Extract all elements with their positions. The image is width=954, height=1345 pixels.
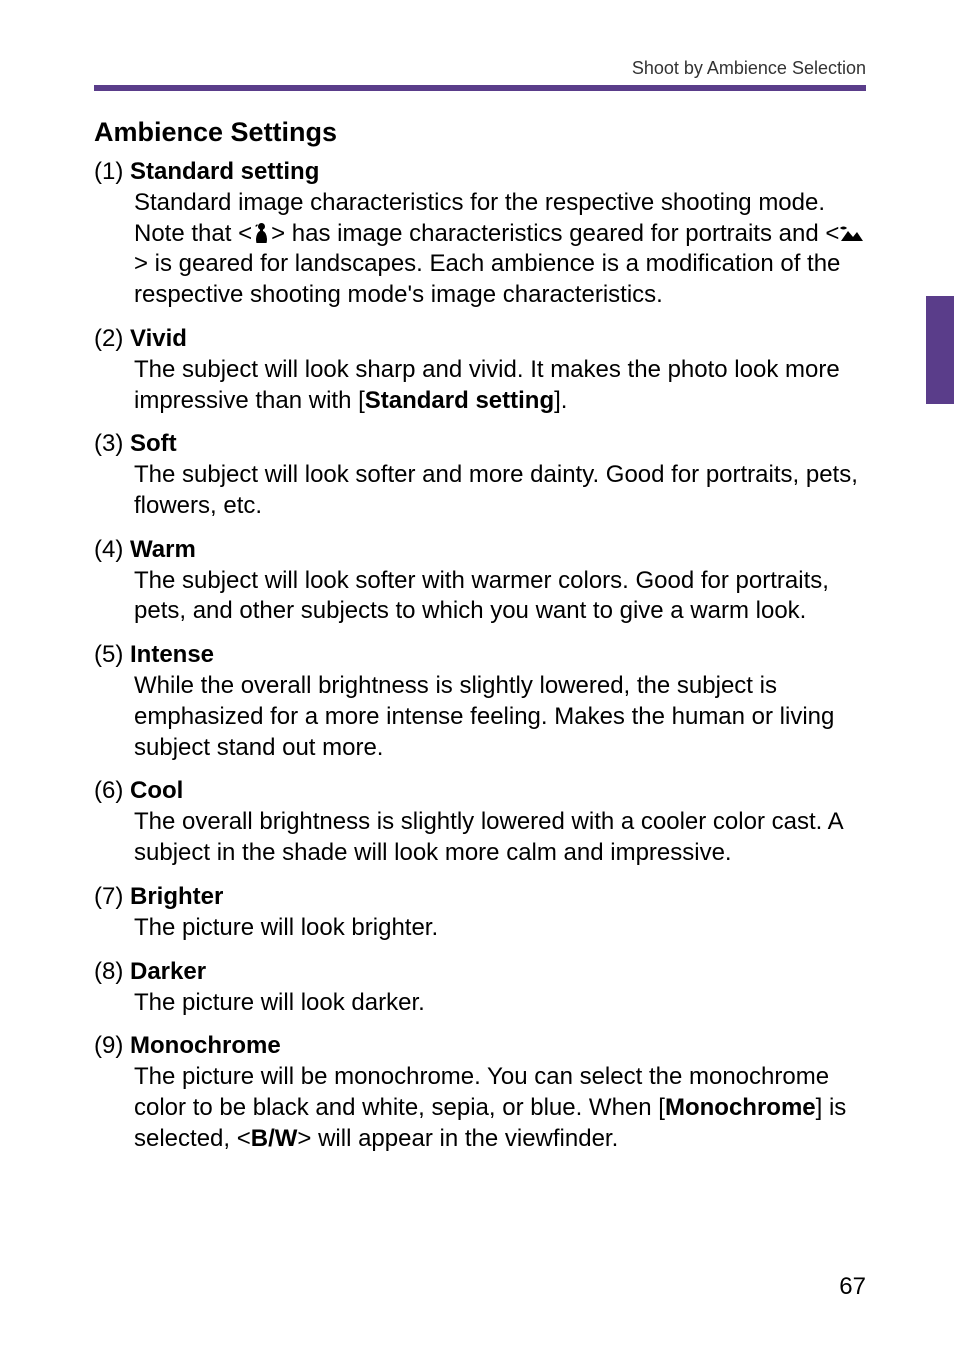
item-number: (5) (94, 641, 130, 668)
item-name: Warm (130, 536, 196, 563)
list-item: (4) WarmThe subject will look softer wit… (94, 536, 866, 627)
item-number: (8) (94, 958, 130, 985)
item-number: (3) (94, 430, 130, 457)
item-name: Monochrome (130, 1032, 281, 1059)
list-item: (8) DarkerThe picture will look darker. (94, 958, 866, 1019)
item-name: Brighter (130, 883, 223, 910)
item-header: (7) Brighter (94, 883, 866, 911)
item-body: The overall brightness is slightly lower… (94, 807, 866, 868)
list-item: (7) BrighterThe picture will look bright… (94, 883, 866, 944)
item-name: Standard setting (130, 158, 319, 185)
item-body: The subject will look sharp and vivid. I… (94, 355, 866, 416)
section-title: Ambience Settings (94, 117, 866, 148)
item-number: (9) (94, 1032, 130, 1059)
header-divider (94, 85, 866, 91)
page-number: 67 (839, 1273, 866, 1301)
item-name: Soft (130, 430, 177, 457)
items-list: (1) Standard settingStandard image chara… (94, 158, 866, 1154)
item-number: (6) (94, 777, 130, 804)
item-body: While the overall brightness is slightly… (94, 671, 866, 763)
list-item: (3) SoftThe subject will look softer and… (94, 430, 866, 521)
item-number: (1) (94, 158, 130, 185)
item-number: (2) (94, 325, 130, 352)
item-body: The picture will look darker. (94, 988, 866, 1019)
list-item: (6) CoolThe overall brightness is slight… (94, 777, 866, 868)
item-header: (8) Darker (94, 958, 866, 986)
item-header: (2) Vivid (94, 325, 866, 353)
item-header: (9) Monochrome (94, 1032, 866, 1060)
list-item: (2) VividThe subject will look sharp and… (94, 325, 866, 416)
item-header: (3) Soft (94, 430, 866, 458)
list-item: (5) IntenseWhile the overall brightness … (94, 641, 866, 763)
item-body: Standard image characteristics for the r… (94, 188, 866, 311)
item-number: (4) (94, 536, 130, 563)
side-tab (926, 296, 954, 404)
list-item: (9) MonochromeThe picture will be monoch… (94, 1032, 866, 1154)
item-header: (4) Warm (94, 536, 866, 564)
item-body: The subject will look softer with warmer… (94, 566, 866, 627)
breadcrumb: Shoot by Ambience Selection (94, 58, 866, 79)
item-number: (7) (94, 883, 130, 910)
item-header: (6) Cool (94, 777, 866, 805)
list-item: (1) Standard settingStandard image chara… (94, 158, 866, 311)
item-header: (1) Standard setting (94, 158, 866, 186)
item-body: The subject will look softer and more da… (94, 460, 866, 521)
item-name: Vivid (130, 325, 187, 352)
item-name: Intense (130, 641, 214, 668)
item-header: (5) Intense (94, 641, 866, 669)
item-body: The picture will be monochrome. You can … (94, 1062, 866, 1154)
item-name: Darker (130, 958, 206, 985)
item-body: The picture will look brighter. (94, 913, 866, 944)
item-name: Cool (130, 777, 183, 804)
